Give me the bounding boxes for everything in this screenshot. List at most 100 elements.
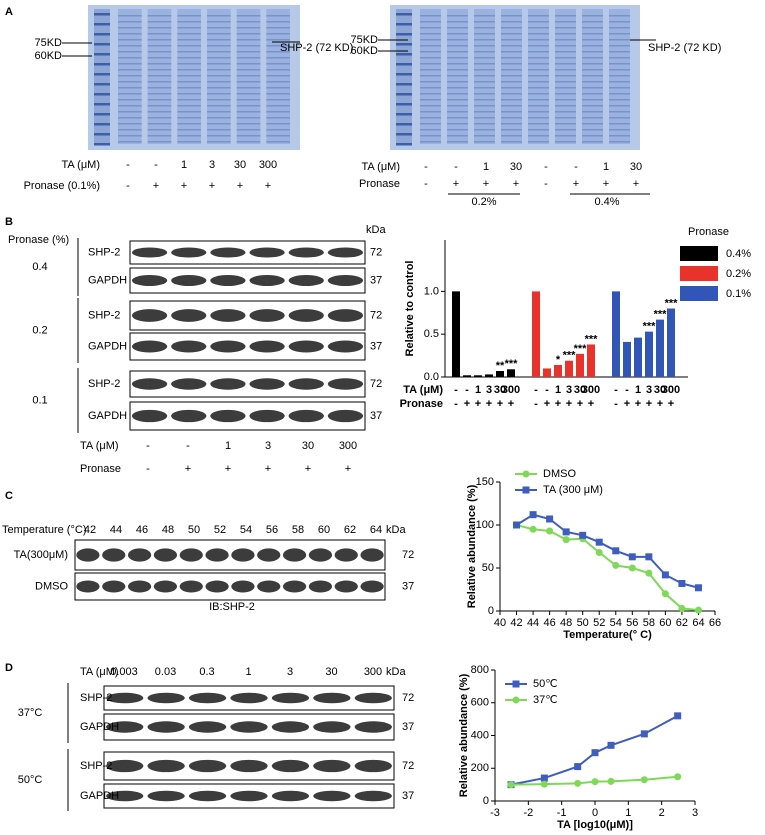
gel-band — [266, 57, 290, 59]
blot-band — [106, 759, 144, 773]
gel-band — [147, 33, 172, 35]
gel-band — [177, 45, 201, 47]
x-tick-label: 0 — [592, 807, 598, 819]
gel-band — [266, 141, 290, 143]
gel-band — [501, 75, 522, 77]
cell: - — [454, 161, 458, 173]
blot-band — [205, 548, 229, 562]
bar — [554, 365, 562, 377]
y-tick-label: 50 — [482, 562, 494, 574]
bar — [532, 291, 540, 377]
gel-band — [207, 111, 231, 113]
gel-band — [236, 57, 261, 59]
gel-band — [118, 57, 142, 59]
gel-band — [177, 129, 201, 131]
gel-band — [474, 51, 495, 53]
gel-band — [207, 129, 231, 131]
point — [694, 606, 702, 614]
blot-band — [327, 309, 364, 322]
gel-band — [266, 21, 290, 23]
gel-band — [501, 63, 522, 65]
gel-band — [555, 99, 576, 101]
gel-band — [266, 87, 290, 89]
gel-band — [207, 45, 231, 47]
gel-band — [582, 135, 603, 137]
gel-band — [207, 21, 231, 23]
cell: - — [424, 161, 428, 173]
x-tick-label: 44 — [527, 617, 539, 629]
gel-band — [582, 129, 603, 131]
gel-band — [266, 129, 290, 131]
row-label: TA (μM) — [61, 159, 100, 171]
gel-band — [207, 141, 231, 143]
blot-band — [131, 275, 168, 286]
gel-band — [266, 39, 290, 41]
header: Pronase (%) — [8, 234, 69, 246]
gel-ladder — [396, 9, 412, 144]
row-label: Pronase — [359, 178, 400, 190]
caption: IB:SHP-2 — [209, 601, 255, 613]
ladder-band — [396, 83, 412, 86]
gel-band — [528, 123, 549, 125]
x-tick-label: + — [486, 398, 492, 410]
gel-band — [147, 21, 172, 23]
gel-band — [528, 15, 549, 17]
group-label: 0.2 — [32, 324, 47, 336]
gel-band — [447, 99, 468, 101]
y-tick-label: 800 — [471, 664, 489, 676]
protein-label: SHP-2 — [88, 378, 120, 390]
ladder-band — [94, 73, 110, 76]
gel-band — [447, 21, 468, 23]
legend-swatch — [680, 266, 718, 281]
gel-band — [501, 81, 522, 83]
blot-band — [271, 790, 310, 802]
gel-band — [118, 39, 142, 41]
cell: + — [603, 178, 609, 190]
blot-band — [288, 378, 324, 390]
y-tick-label: 0.0 — [424, 371, 439, 383]
row-label: TA(300μM) — [14, 549, 68, 561]
x-tick-label: + — [668, 398, 674, 410]
point — [540, 780, 548, 788]
kda-label: 37 — [370, 410, 382, 422]
gel-band — [609, 129, 630, 131]
gel-band — [609, 123, 630, 125]
gel-band — [582, 141, 603, 143]
gel-band — [177, 111, 201, 113]
cell: - — [146, 463, 150, 475]
protein-label: SHP-2 — [80, 692, 112, 704]
point — [645, 569, 653, 577]
bar — [576, 353, 584, 377]
cell: + — [265, 463, 271, 475]
y-tick-label: 0 — [483, 795, 489, 807]
gel-band — [609, 27, 630, 29]
blot-band — [308, 548, 333, 562]
point — [562, 528, 570, 536]
gel-band — [555, 21, 576, 23]
x-tick-label: - — [625, 384, 629, 396]
gel-band — [420, 105, 441, 107]
gel-band — [236, 111, 261, 113]
marker-label: 75KD — [350, 34, 378, 46]
temperature: 64 — [370, 524, 382, 536]
significance: *** — [563, 350, 577, 362]
gel-band — [528, 33, 549, 35]
gel-band — [207, 93, 231, 95]
gel-ladder — [94, 9, 110, 144]
ladder-band — [94, 123, 110, 126]
panel-label: B — [5, 216, 13, 228]
gel-band — [147, 15, 172, 17]
x-tick-label: 300 — [582, 384, 600, 396]
point — [562, 536, 570, 544]
blot-band — [147, 790, 185, 802]
blot-band — [210, 247, 246, 258]
gel-band — [474, 117, 495, 119]
blot-band — [147, 759, 185, 773]
x-tick-label: 3 — [486, 384, 492, 396]
point — [694, 584, 702, 592]
gel-band — [420, 117, 441, 119]
concentration: 0.003 — [110, 666, 138, 678]
cell: - — [544, 161, 548, 173]
gel-band — [420, 33, 441, 35]
gel-band — [420, 87, 441, 89]
